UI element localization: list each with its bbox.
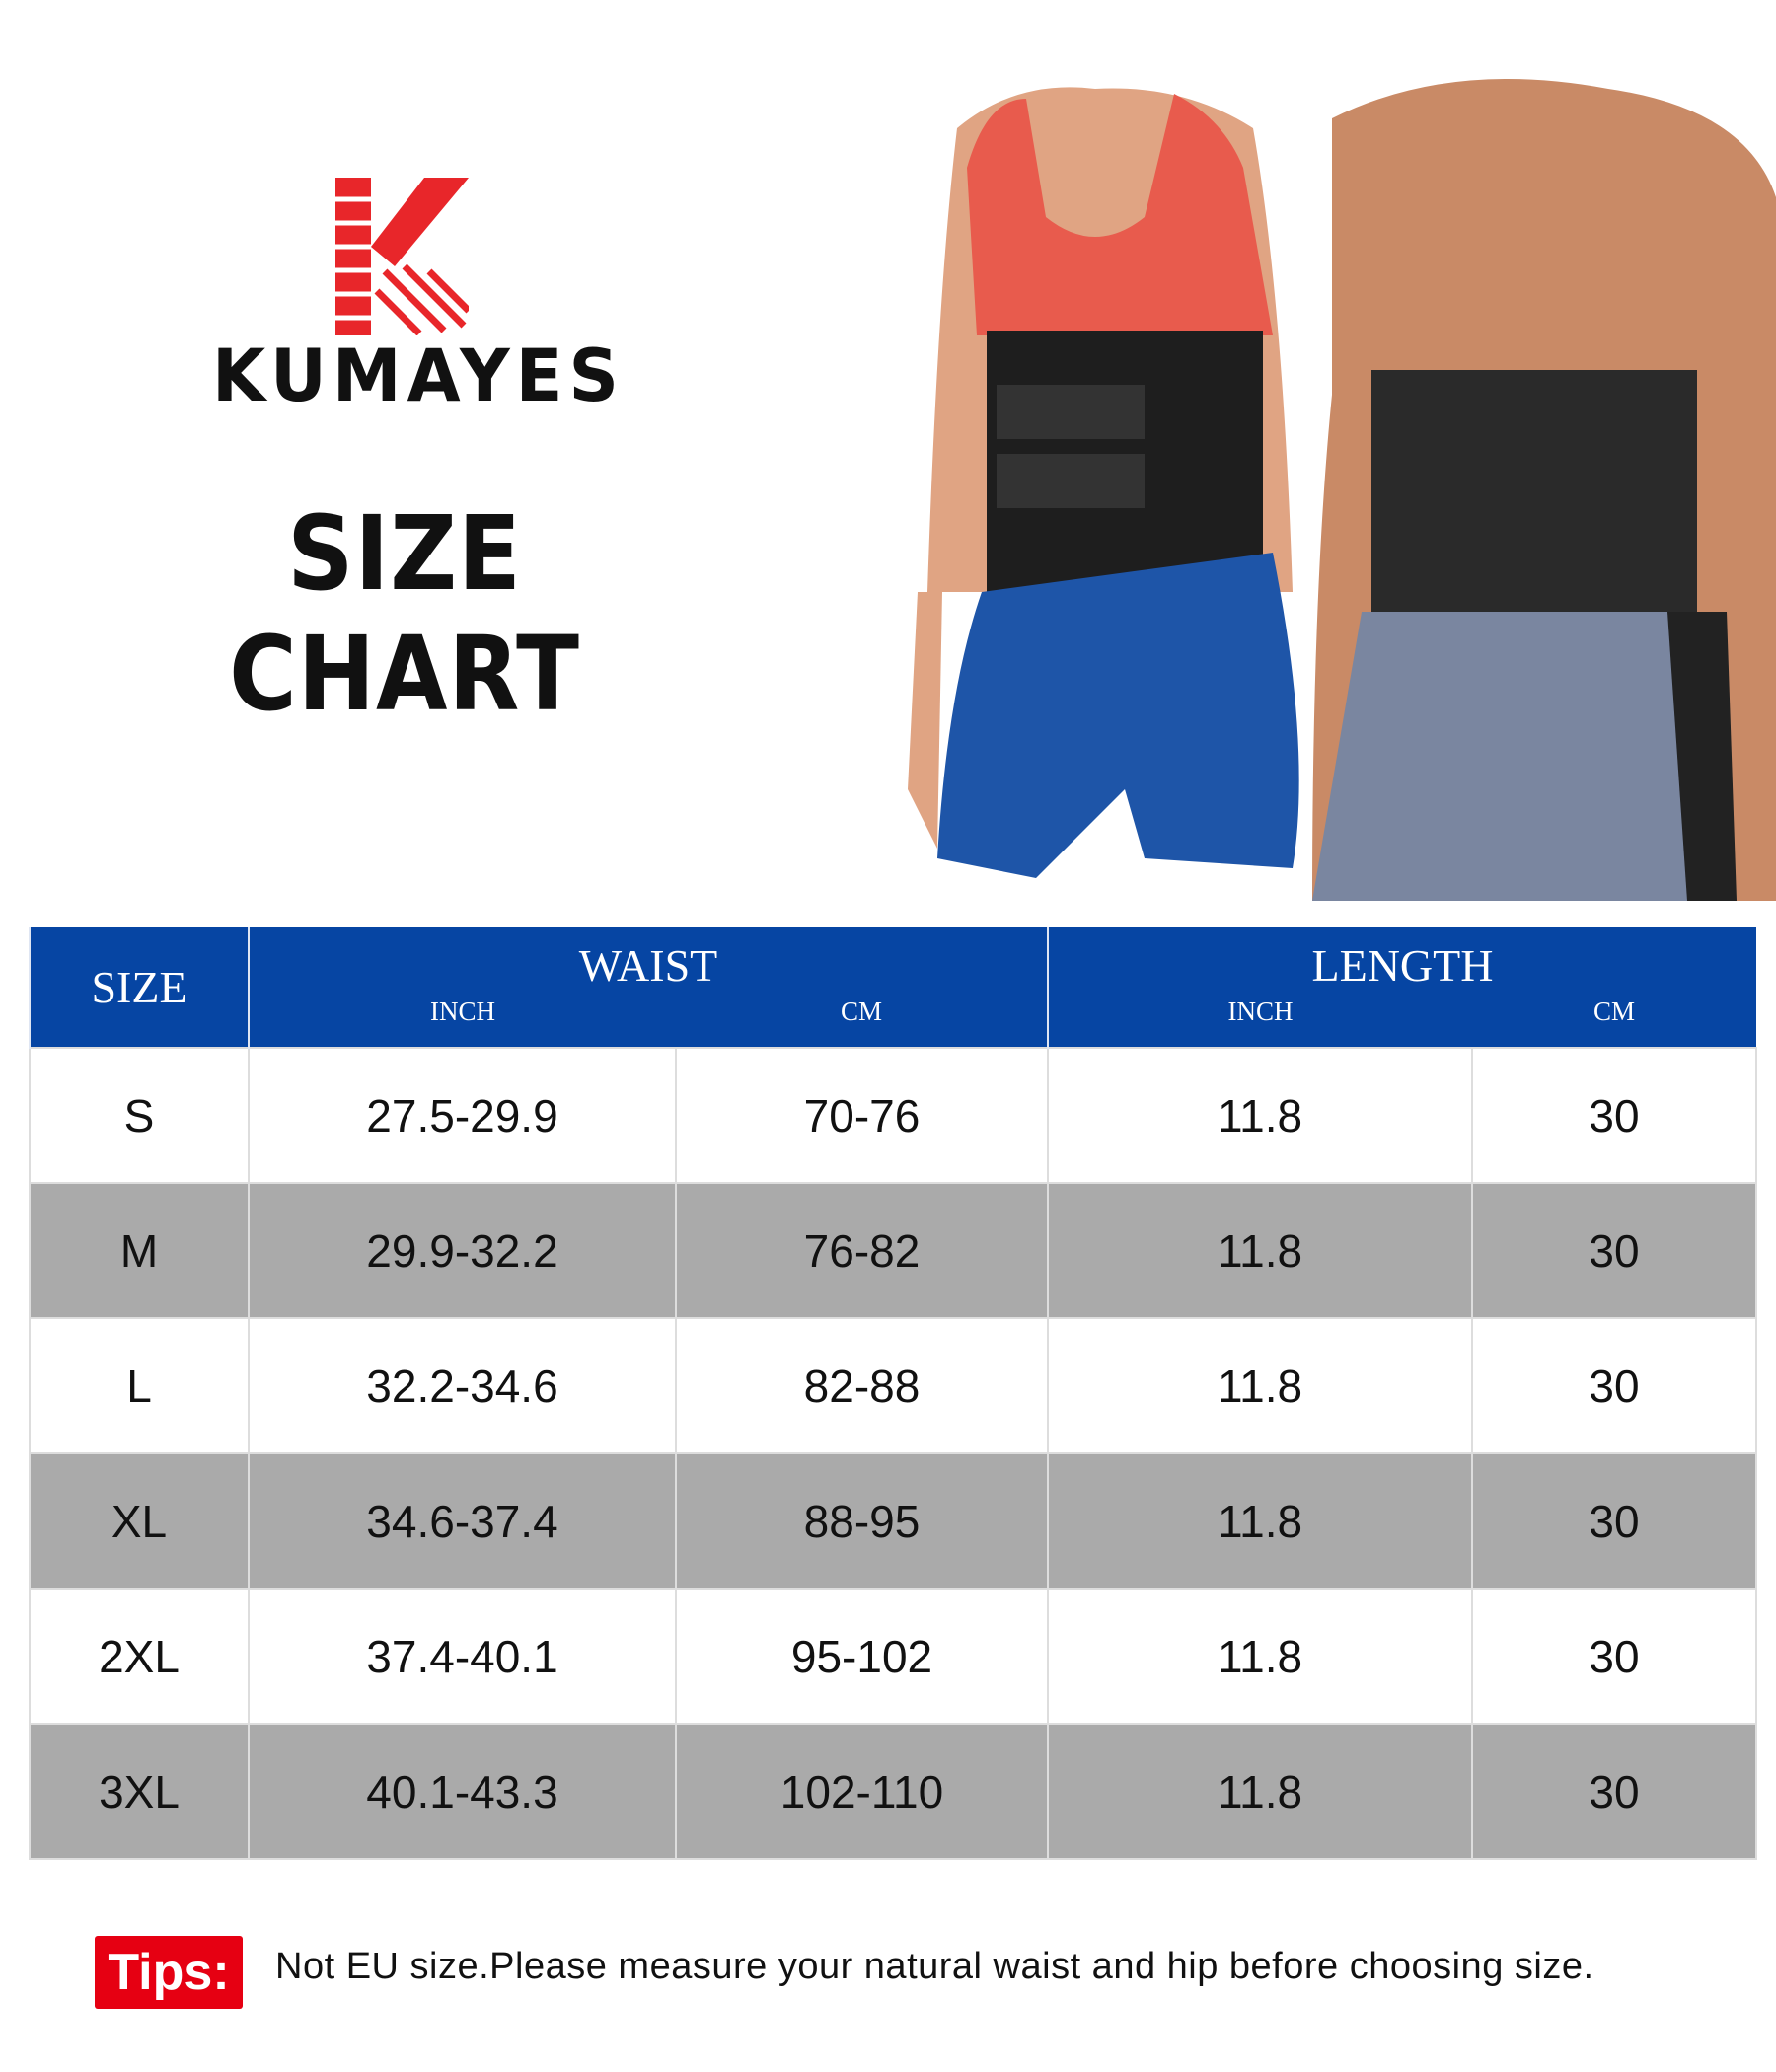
cell-length-cm: 30 xyxy=(1471,1452,1757,1590)
cell-length-inch: 11.8 xyxy=(1047,1452,1473,1590)
cell-waist-cm: 95-102 xyxy=(675,1588,1049,1725)
cell-waist-inch: 32.2-34.6 xyxy=(248,1317,677,1454)
cell-size: L xyxy=(29,1317,250,1454)
cell-length-cm: 30 xyxy=(1471,1723,1757,1860)
cell-waist-cm: 88-95 xyxy=(675,1452,1049,1590)
cell-waist-inch: 29.9-32.2 xyxy=(248,1182,677,1319)
tips-text: Not EU size.Please measure your natural … xyxy=(275,1946,1594,1987)
tips-badge: Tips: xyxy=(95,1936,243,2009)
header-waist: WAIST xyxy=(248,927,1048,996)
header-waist-inch: INCH xyxy=(248,996,676,1048)
product-photo xyxy=(898,0,1776,901)
cell-length-cm: 30 xyxy=(1471,1182,1757,1319)
cell-length-cm: 30 xyxy=(1471,1317,1757,1454)
cell-waist-cm: 70-76 xyxy=(675,1047,1049,1184)
cell-waist-inch: 37.4-40.1 xyxy=(248,1588,677,1725)
header-size: SIZE xyxy=(29,927,249,1048)
cell-waist-inch: 27.5-29.9 xyxy=(248,1047,677,1184)
brand-logo-icon xyxy=(335,178,469,335)
header-waist-cm: CM xyxy=(676,996,1048,1048)
cell-waist-cm: 102-110 xyxy=(675,1723,1049,1860)
cell-length-inch: 11.8 xyxy=(1047,1723,1473,1860)
table-row: M 29.9-32.2 76-82 11.8 30 xyxy=(29,1182,1757,1319)
cell-size: 3XL xyxy=(29,1723,250,1860)
size-table: SIZE WAIST LENGTH INCH CM INCH CM S 27.5-… xyxy=(29,927,1757,1860)
cell-length-inch: 11.8 xyxy=(1047,1588,1473,1725)
header-length-cm: CM xyxy=(1472,996,1756,1048)
table-row: 3XL 40.1-43.3 102-110 11.8 30 xyxy=(29,1723,1757,1860)
cell-waist-inch: 34.6-37.4 xyxy=(248,1452,677,1590)
cell-length-inch: 11.8 xyxy=(1047,1047,1473,1184)
header-length-inch: INCH xyxy=(1047,996,1472,1048)
cell-size: M xyxy=(29,1182,250,1319)
cell-length-cm: 30 xyxy=(1471,1047,1757,1184)
cell-waist-inch: 40.1-43.3 xyxy=(248,1723,677,1860)
cell-size: XL xyxy=(29,1452,250,1590)
table-row: S 27.5-29.9 70-76 11.8 30 xyxy=(29,1047,1757,1184)
table-row: L 32.2-34.6 82-88 11.8 30 xyxy=(29,1317,1757,1454)
brand-name: KUMAYES xyxy=(212,333,625,419)
header-length: LENGTH xyxy=(1047,927,1756,996)
cell-waist-cm: 82-88 xyxy=(675,1317,1049,1454)
table-row: 2XL 37.4-40.1 95-102 11.8 30 xyxy=(29,1588,1757,1725)
table-row: XL 34.6-37.4 88-95 11.8 30 xyxy=(29,1452,1757,1590)
cell-length-inch: 11.8 xyxy=(1047,1317,1473,1454)
cell-size: 2XL xyxy=(29,1588,250,1725)
cell-size: S xyxy=(29,1047,250,1184)
cell-length-cm: 30 xyxy=(1471,1588,1757,1725)
cell-length-inch: 11.8 xyxy=(1047,1182,1473,1319)
cell-waist-cm: 76-82 xyxy=(675,1182,1049,1319)
page-title: SIZE CHART xyxy=(229,493,580,734)
